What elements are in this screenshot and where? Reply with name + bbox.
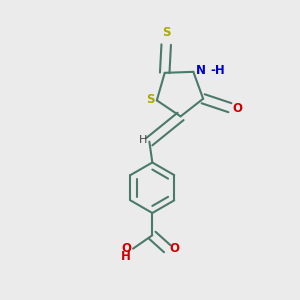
Text: O: O [121,242,131,255]
Text: -H: -H [211,64,225,77]
Text: N: N [196,64,206,77]
Text: O: O [169,242,179,255]
Text: S: S [146,93,154,106]
Text: O: O [232,102,242,115]
Text: S: S [162,26,170,39]
Text: H: H [139,135,147,145]
Text: H: H [122,250,131,262]
